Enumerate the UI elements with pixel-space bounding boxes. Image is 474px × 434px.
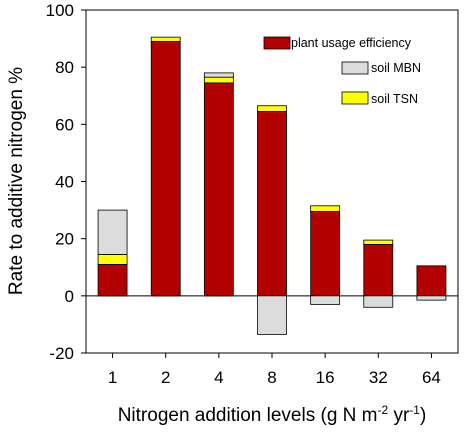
x-axis-unit-mid: yr xyxy=(388,405,410,426)
legend-label-soil-mbn: soil MBN xyxy=(371,61,421,75)
bars xyxy=(97,36,447,335)
bar-soil-tsn xyxy=(203,76,234,84)
y-tick-label: 40 xyxy=(55,173,74,192)
bar-soil-tsn xyxy=(363,239,394,245)
bar-soil-tsn xyxy=(257,105,287,112)
x-tick-label: 16 xyxy=(316,368,335,387)
y-tick-label: 0 xyxy=(65,287,74,306)
x-tick-label: 64 xyxy=(422,368,441,387)
bar-soil-tsn xyxy=(310,205,341,212)
y-tick-label: 80 xyxy=(55,58,74,77)
bar-soil-tsn xyxy=(150,36,181,42)
bar-plant-usage-efficiency xyxy=(363,243,394,297)
y-tick-label: 60 xyxy=(55,115,74,134)
x-tick-label: 8 xyxy=(267,368,276,387)
x-axis-unit-sup1: -2 xyxy=(378,403,389,417)
x-ticks: 1 2 4 8 16 32 64 xyxy=(108,353,441,387)
x-tick-label: 2 xyxy=(161,368,170,387)
legend-swatch-soil-mbn xyxy=(341,61,369,75)
bar-soil-mbn xyxy=(310,295,341,305)
bar-soil-mbn xyxy=(257,295,287,335)
x-tick-label: 32 xyxy=(369,368,388,387)
bar-plant-usage-efficiency xyxy=(257,111,287,297)
bar-plant-usage-efficiency xyxy=(97,263,128,297)
y-axis-title: Rate to additive nitrogen % xyxy=(6,67,27,295)
x-axis-title: Nitrogen addition levels (g N m-2 yr-1) xyxy=(118,403,427,426)
y-tick-label: 20 xyxy=(55,230,74,249)
bar-soil-mbn xyxy=(97,209,128,255)
legend-swatch-soil-tsn xyxy=(341,91,369,105)
y-tick-label: -20 xyxy=(49,344,74,363)
y-ticks: -20 0 20 40 60 80 100 xyxy=(46,1,86,363)
bar-plant-usage-efficiency xyxy=(416,265,447,297)
legend-label-soil-tsn: soil TSN xyxy=(371,92,418,106)
x-axis-unit-close: ) xyxy=(420,405,426,426)
bar-soil-tsn xyxy=(97,253,128,265)
bar-soil-mbn xyxy=(416,295,447,301)
bar-plant-usage-efficiency xyxy=(150,41,181,297)
legend: plant usage efficiency soil MBN soil TSN xyxy=(263,36,421,106)
x-axis-unit-sup2: -1 xyxy=(409,403,420,417)
legend-label-plant-usage-efficiency: plant usage efficiency xyxy=(291,36,412,50)
x-axis-title-text: Nitrogen addition levels xyxy=(118,405,316,426)
y-tick-label: 100 xyxy=(46,1,74,20)
x-tick-label: 1 xyxy=(108,368,117,387)
bar-soil-mbn xyxy=(203,72,234,78)
bar-plant-usage-efficiency xyxy=(310,211,341,297)
bar-plant-usage-efficiency xyxy=(203,82,234,297)
bar-soil-mbn xyxy=(363,295,394,308)
legend-swatch-plant-usage-efficiency xyxy=(263,36,291,50)
x-axis-unit-open: (g N m xyxy=(321,405,378,426)
x-tick-label: 4 xyxy=(214,368,223,387)
